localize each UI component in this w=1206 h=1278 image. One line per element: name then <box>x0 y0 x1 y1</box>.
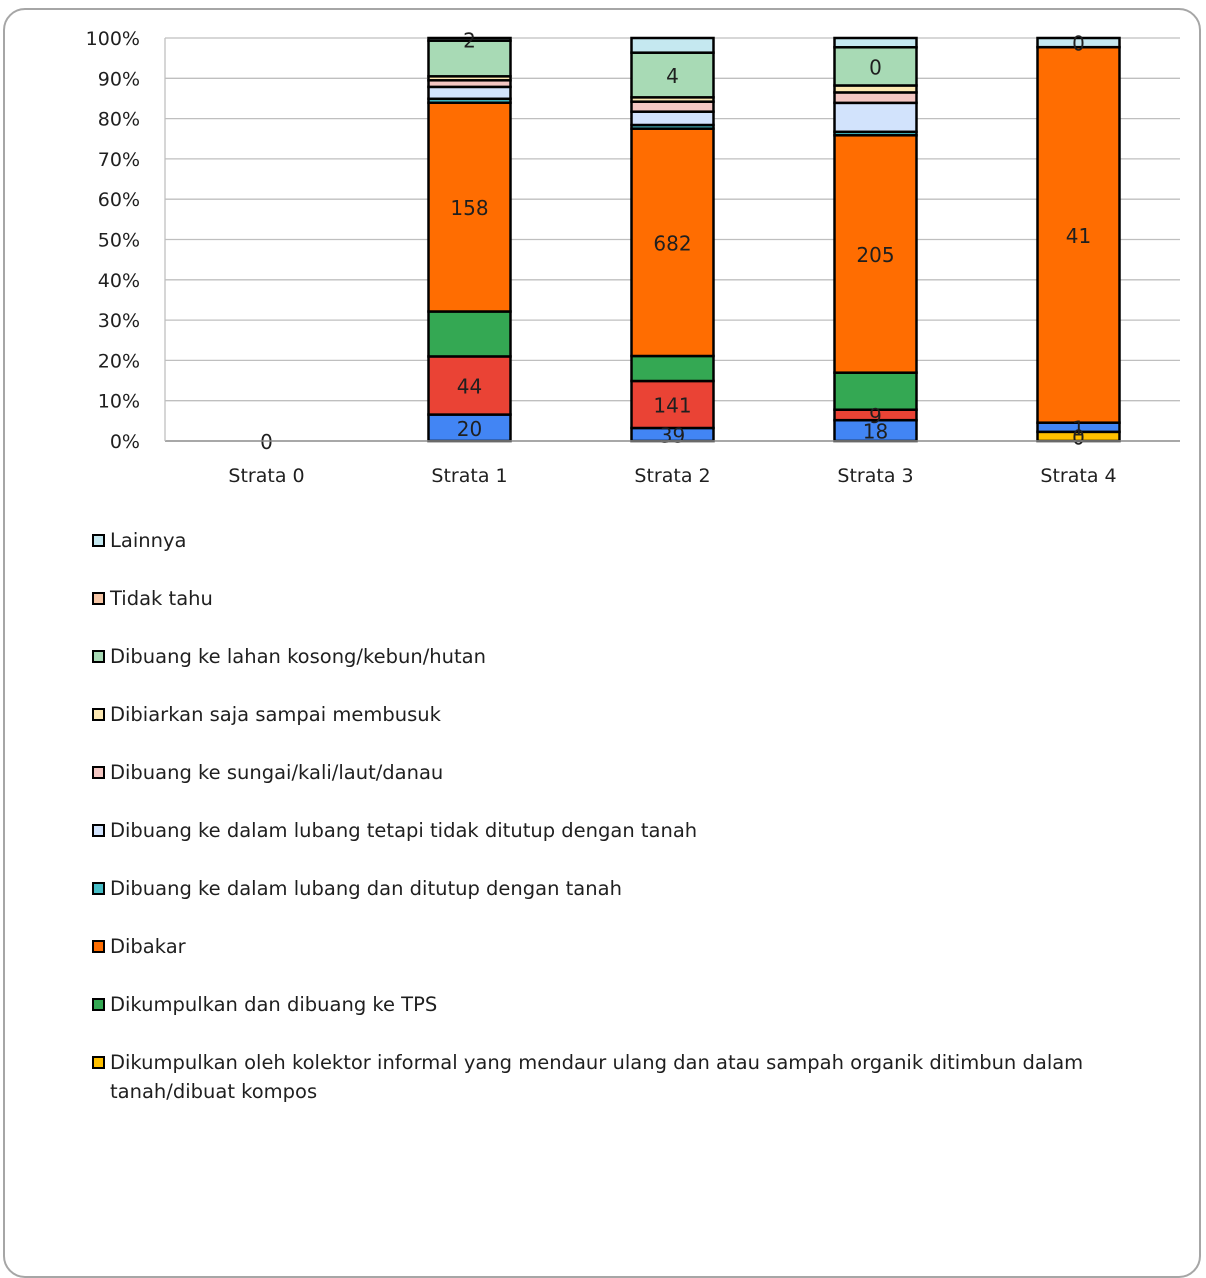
legend-item: Dibuang ke dalam lubang tetapi tidak dit… <box>92 816 1152 874</box>
y-tick-label: 50% <box>98 230 140 252</box>
legend-item: Dikumpulkan dan dibuang ke TPS <box>92 990 1152 1048</box>
legend-item: Dibiarkan saja sampai membusuk <box>92 700 1152 758</box>
data-label: 0 <box>1072 32 1085 56</box>
bar-segment <box>630 354 715 383</box>
legend-label: Dibuang ke dalam lubang dan ditutup deng… <box>110 877 622 900</box>
y-tick-label: 40% <box>98 270 140 292</box>
bar-segment <box>630 51 715 99</box>
y-tick-label: 0% <box>110 431 140 453</box>
legend-label: Dibakar <box>110 935 186 958</box>
data-label: 20 <box>457 417 482 441</box>
legend-label: Dibiarkan saja sampai membusuk <box>110 703 441 726</box>
legend-item: Lainnya <box>92 526 1152 584</box>
legend-item: Tidak tahu <box>92 584 1152 642</box>
bar-segment <box>427 85 512 101</box>
y-tick-label: 20% <box>98 350 140 372</box>
bar-segment <box>427 101 512 313</box>
x-tick-label: Strata 0 <box>228 465 304 487</box>
legend-swatch <box>92 1056 105 1069</box>
legend-swatch <box>92 650 105 663</box>
legend-swatch <box>92 882 105 895</box>
x-axis: Strata 0 Strata 1 Strata 2 Strata 3 Strata 4 <box>164 38 1180 487</box>
x-tick-label: Strata 2 <box>634 465 710 487</box>
bar-segment <box>630 36 715 54</box>
bar-segment <box>630 379 715 430</box>
data-label: 205 <box>856 243 894 267</box>
y-axis-tick-labels: 0% 10% 20% 30% 40% 50% 60% 70% 80% 90% 100% <box>86 28 140 453</box>
data-label: 18 <box>863 420 888 444</box>
stacked-bar-chart: 0%10%20%30%40%50%60%70%80%90%100% 020441… <box>86 28 1180 487</box>
data-label: 0 <box>260 430 273 454</box>
legend-item: Dikumpulkan oleh kolektor informal yang … <box>92 1048 1152 1106</box>
bar-segment <box>1036 36 1121 49</box>
data-label: 4 <box>666 64 679 88</box>
y-tick-label: 10% <box>98 391 140 413</box>
legend-label: Dibuang ke dalam lubang tetapi tidak dit… <box>110 819 698 842</box>
bar-segment <box>630 100 715 113</box>
bar-segment <box>833 134 918 374</box>
legend: Lainnya Tidak tahu Dibuang ke lahan kosong… <box>92 526 1152 1106</box>
data-label: 39 <box>660 424 685 448</box>
y-tick-label: 90% <box>98 68 140 90</box>
data-label: 682 <box>653 231 691 255</box>
x-tick-label: Strata 4 <box>1040 465 1116 487</box>
legend-label: Lainnya <box>110 529 187 552</box>
data-label: 9 <box>869 404 882 428</box>
y-tick-label: 30% <box>98 310 140 332</box>
legend-swatch <box>92 592 105 605</box>
bar-segment <box>427 39 512 78</box>
y-tick-label: 60% <box>98 189 140 211</box>
legend-swatch <box>92 766 105 779</box>
legend-item: Dibuang ke sungai/kali/laut/danau <box>92 758 1152 816</box>
bars <box>427 36 1121 443</box>
legend-swatch <box>92 534 105 547</box>
bar-segment <box>630 127 715 358</box>
x-tick-label: Strata 3 <box>837 465 913 487</box>
legend-swatch <box>92 824 105 837</box>
legend-item: Dibuang ke dalam lubang dan ditutup deng… <box>92 874 1152 932</box>
data-label: 141 <box>653 394 691 418</box>
y-tick-label: 70% <box>98 149 140 171</box>
data-label: 158 <box>450 196 488 220</box>
legend-label: Tidak tahu <box>110 587 213 610</box>
data-label: 2 <box>463 28 476 52</box>
bar-segment <box>833 91 918 105</box>
legend-label: Dikumpulkan dan dibuang ke TPS <box>110 993 438 1016</box>
y-tick-label: 80% <box>98 109 140 131</box>
bar-segment <box>833 101 918 134</box>
legend-label: Dibuang ke sungai/kali/laut/danau <box>110 761 444 784</box>
bar-segment <box>833 36 918 49</box>
legend-swatch <box>92 708 105 721</box>
data-label: 44 <box>457 375 482 399</box>
y-tick-label: 100% <box>86 28 140 50</box>
bar-segment <box>1036 45 1121 424</box>
x-tick-label: Strata 1 <box>431 465 507 487</box>
chart-frame <box>3 8 1201 1278</box>
data-label: 0 <box>869 55 882 79</box>
legend-label: Dikumpulkan oleh kolektor informal yang … <box>110 1051 1084 1103</box>
legend-label: Dibuang ke lahan kosong/kebun/hutan <box>110 645 486 668</box>
bar-segment <box>427 36 512 42</box>
bar-segment <box>427 355 512 416</box>
bar-segment <box>427 310 512 358</box>
data-label: 0 <box>1072 425 1085 449</box>
bar-segment <box>630 110 715 127</box>
legend-swatch <box>92 998 105 1011</box>
legend-item: Dibuang ke lahan kosong/kebun/hutan <box>92 642 1152 700</box>
data-label: 41 <box>1066 224 1091 248</box>
legend-swatch <box>92 940 105 953</box>
legend-item: Dibakar <box>92 932 1152 990</box>
data-label: 1 <box>1072 416 1085 440</box>
